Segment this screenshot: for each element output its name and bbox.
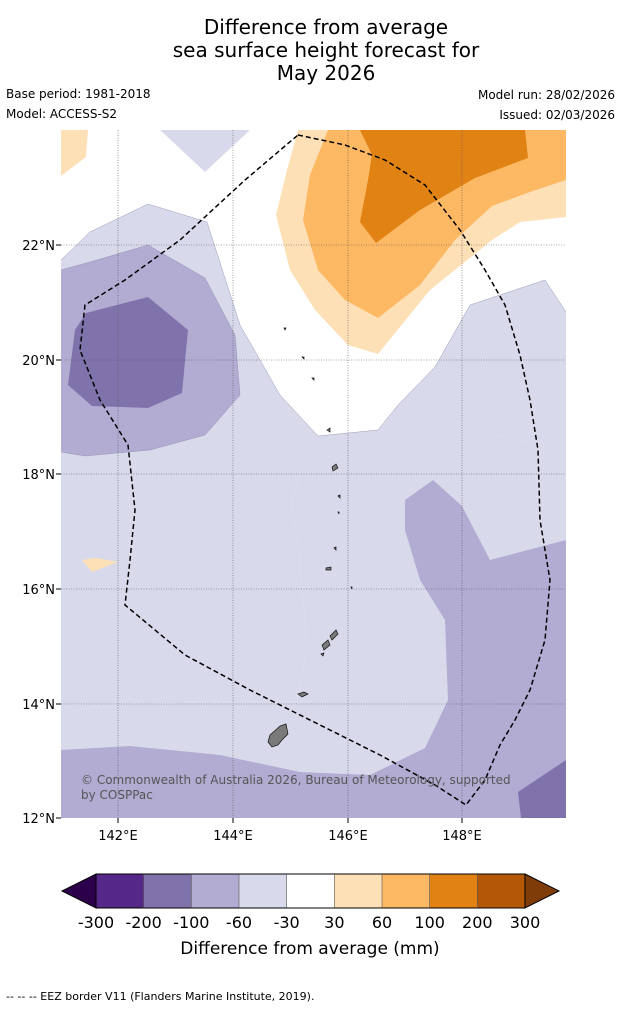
band-pos30-region-island	[82, 558, 118, 572]
island-uracas	[283, 327, 287, 331]
island-anatahan	[325, 566, 332, 571]
colorbar-tick-label: 100	[414, 913, 445, 932]
colorbar-over-arrow	[524, 873, 561, 909]
chart-title: Difference from average sea surface heig…	[0, 16, 621, 85]
colorbar-tick-label: -300	[78, 913, 114, 932]
colorbar-segment-8	[429, 874, 478, 908]
island-alamagan	[337, 494, 341, 499]
colorbar-segment-1	[96, 874, 144, 908]
lat-axis: 12°N 14°N 16°N 18°N 20°N 22°N	[22, 239, 61, 827]
contour-line-1	[60, 203, 567, 437]
colorbar-label: Difference from average (mm)	[180, 939, 439, 959]
colorbar-tick-label: 60	[372, 913, 392, 932]
colorbar-tick-label: -200	[126, 913, 162, 932]
lon-tick-label-144: 144°E	[213, 829, 253, 844]
band-neg100-region-west	[68, 297, 188, 408]
contour-line-2	[60, 244, 241, 457]
colorbar-dividers	[143, 874, 478, 908]
map-area: © Commonwealth of Australia 2026, Bureau…	[60, 130, 567, 818]
band-neg100-region-southeast	[518, 760, 566, 818]
band-pos30-region-north	[276, 130, 566, 354]
copyright-line-1: © Commonwealth of Australia 2026, Bureau…	[81, 773, 511, 787]
band-neg60-region-west	[61, 245, 240, 456]
map-frame	[61, 130, 566, 818]
title-line-2: sea surface height forecast for	[172, 38, 480, 62]
title-line-3: May 2026	[276, 61, 376, 85]
colorbar-segment-3	[191, 874, 239, 908]
island-guam	[267, 723, 289, 748]
island-farallon	[350, 586, 353, 590]
lat-tick-label-18: 18°N	[22, 468, 55, 483]
map-background	[61, 130, 566, 818]
colorbar-segment-6	[334, 874, 382, 908]
lon-tick-label-146: 146°E	[328, 829, 368, 844]
lat-tick-label-20: 20°N	[22, 354, 55, 369]
island-aguijan	[320, 652, 325, 657]
island-tinian	[321, 639, 331, 651]
colorbar-tick-label: -100	[173, 913, 209, 932]
colorbar-segment-5	[286, 874, 335, 908]
band-neg30-region-main	[61, 204, 566, 705]
model-run-text: Model run: 28/02/2026	[477, 88, 615, 102]
contour-outlines	[60, 203, 567, 457]
lon-tick-label-142: 142°E	[98, 829, 138, 844]
lon-tick-label-148: 148°E	[442, 829, 482, 844]
colorbar-segment-9	[477, 874, 525, 908]
title-line-1: Difference from average	[203, 15, 449, 39]
island-pagan	[331, 463, 339, 472]
colorbar-segment-7	[382, 874, 430, 908]
gridlines	[61, 130, 566, 818]
contour-fills	[61, 130, 566, 818]
colorbar-tick-label: 300	[510, 913, 541, 932]
issued-text: Issued: 02/03/2026	[499, 108, 615, 122]
colorbar-frame	[95, 873, 526, 909]
colorbar: -300 -200 -100 -60 -30 30 60 100 200 300…	[60, 873, 561, 959]
colorbar-segment-4	[239, 874, 287, 908]
colorbar-ticks: -300 -200 -100 -60 -30 30 60 100 200 300	[78, 913, 540, 932]
band-pos100-region-north	[360, 130, 528, 243]
island-agrihan	[326, 427, 331, 433]
island-guguan	[337, 511, 340, 515]
band-pos60-region-north	[303, 130, 566, 318]
lat-tick-label-22: 22°N	[22, 239, 55, 254]
lon-axis: 142°E 144°E 146°E 148°E	[98, 818, 482, 844]
lat-tick-label-12: 12°N	[22, 812, 55, 827]
island-maug	[301, 356, 305, 360]
colorbar-tick-label: -60	[226, 913, 252, 932]
islands	[267, 327, 353, 748]
base-period-text: Base period: 1981-2018	[6, 87, 151, 101]
colorbar-tick-label: 200	[462, 913, 493, 932]
band-neg30-region-north	[160, 130, 250, 172]
model-text: Model: ACCESS-S2	[6, 107, 118, 121]
band-neg60-region-east	[61, 480, 566, 818]
eez-legend-text: -- -- -- EEZ border V11 (Flanders Marine…	[6, 990, 315, 1003]
eez-border-line	[79, 134, 551, 807]
lat-tick-label-16: 16°N	[22, 583, 55, 598]
band-neg30-region-east	[61, 410, 566, 818]
colorbar-under-arrow	[60, 873, 97, 909]
island-asuncion	[311, 377, 315, 381]
colorbar-tick-label: 30	[324, 913, 344, 932]
band-pos30-region-nw	[61, 130, 88, 176]
island-sarigan	[333, 546, 337, 551]
island-saipan	[329, 629, 339, 641]
colorbar-tick-label: -30	[274, 913, 300, 932]
copyright-line-2: by COSPPac	[81, 788, 153, 802]
island-rota	[297, 691, 309, 698]
lat-tick-label-14: 14°N	[22, 698, 55, 713]
colorbar-segment-2	[143, 874, 192, 908]
